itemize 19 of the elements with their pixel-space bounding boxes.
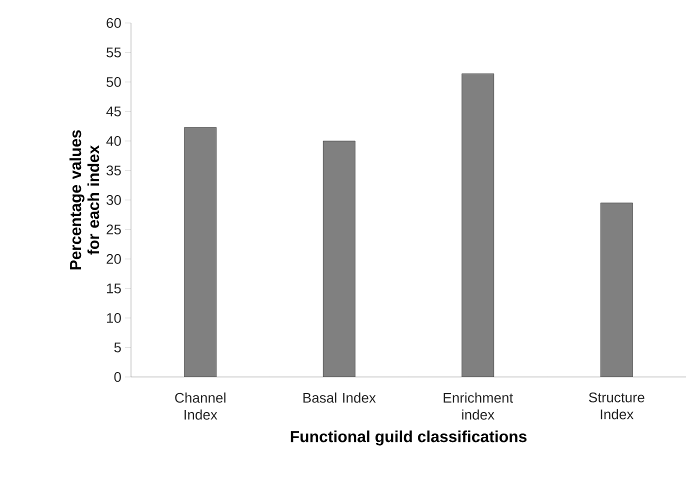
y-tick-label: 45 bbox=[106, 106, 121, 116]
y-tick-label: 55 bbox=[106, 48, 121, 58]
y-tick-label: 40 bbox=[106, 136, 121, 146]
y-tick-label: 20 bbox=[106, 254, 121, 264]
y-tick-label: 15 bbox=[107, 284, 121, 294]
y-tick-label: 0 bbox=[114, 372, 121, 382]
y-axis-title: Percentage values for each index bbox=[70, 130, 100, 270]
x-tick-label: Channel Index bbox=[175, 392, 226, 420]
x-tick-label: Basal Index bbox=[303, 392, 376, 403]
y-tick-label: 60 bbox=[106, 18, 121, 28]
y-tick-label: 25 bbox=[106, 224, 121, 234]
y-tick-label: 30 bbox=[106, 195, 121, 205]
x-axis-title: Functional guild classifications bbox=[290, 430, 527, 446]
x-tick-label: Enrichment index bbox=[444, 392, 514, 420]
y-tick-label: 50 bbox=[106, 77, 121, 87]
y-tick-label: 5 bbox=[114, 342, 121, 352]
x-tick-label: Structure Index bbox=[588, 392, 644, 420]
y-tick-label: 35 bbox=[106, 166, 121, 176]
y-tick-label: 10 bbox=[107, 313, 121, 323]
